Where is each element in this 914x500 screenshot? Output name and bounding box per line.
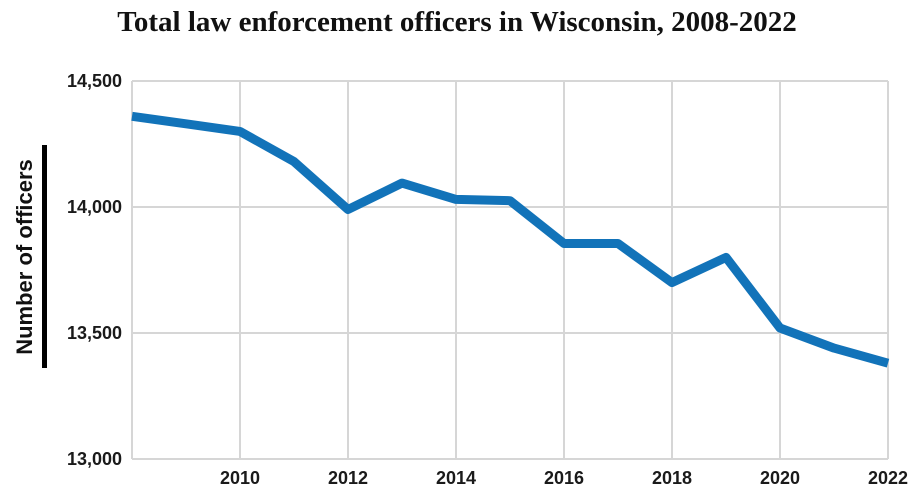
y-axis-tick-labels: 13,000 13,500 14,000 14,500 <box>67 71 122 469</box>
y-tick-label: 14,000 <box>67 197 122 217</box>
x-tick-label: 2010 <box>220 468 260 488</box>
chart-title: Total law enforcement officers in Wiscon… <box>117 6 797 38</box>
x-tick-label: 2012 <box>328 468 368 488</box>
x-axis-tick-labels: 2010 2012 2014 2016 2018 2020 2022 <box>220 468 908 488</box>
x-tick-label: 2016 <box>544 468 584 488</box>
y-tick-label: 13,000 <box>67 449 122 469</box>
y-axis-bar <box>42 145 47 368</box>
gridlines <box>131 80 889 460</box>
data-line <box>131 111 890 368</box>
x-tick-label: 2014 <box>436 468 476 488</box>
y-tick-label: 14,500 <box>67 71 122 91</box>
x-tick-label: 2018 <box>652 468 692 488</box>
x-tick-label: 2020 <box>760 468 800 488</box>
y-tick-label: 13,500 <box>67 323 122 343</box>
x-tick-label: 2022 <box>868 468 908 488</box>
